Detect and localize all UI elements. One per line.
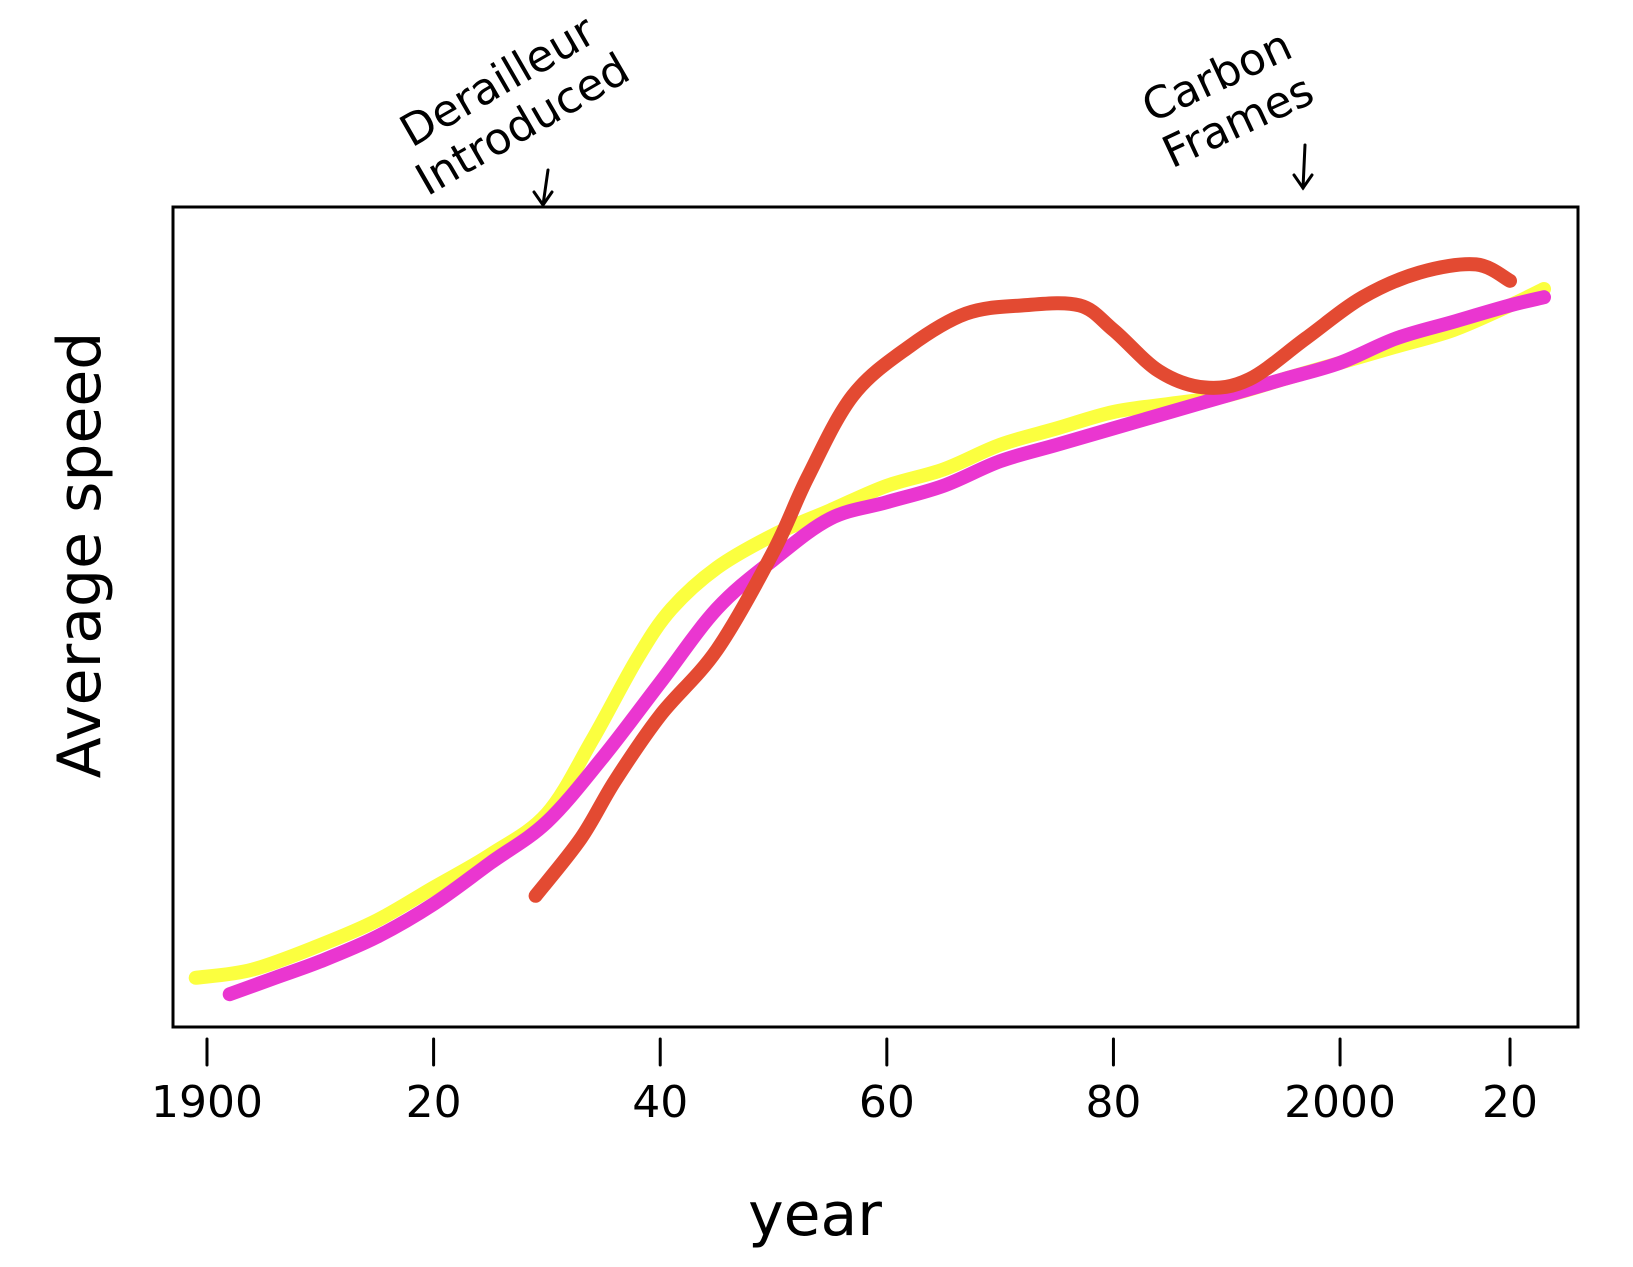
- y-axis-label: Average speed: [45, 332, 115, 779]
- x-tick-label-3: 60: [859, 1077, 915, 1128]
- x-tick-layer: 1900 20 40 60 80 2000 20: [151, 1037, 1538, 1128]
- x-tick-label-0: 1900: [151, 1077, 263, 1128]
- annotation-carbon: Carbon Frames: [1134, 20, 1321, 179]
- x-axis-label: year: [748, 1180, 882, 1250]
- series-line-1: [188, 282, 1551, 985]
- series-layer: [188, 257, 1551, 1002]
- annotation-derailleur: Derailleur Introduced: [392, 5, 639, 206]
- x-tick-label-6: 20: [1482, 1077, 1538, 1128]
- annotation-derailleur-arrow: [532, 168, 554, 208]
- series-line-3: [528, 257, 1517, 903]
- x-tick-label-2: 40: [632, 1077, 688, 1128]
- x-tick-label-4: 80: [1085, 1077, 1141, 1128]
- x-tick-label-1: 20: [406, 1077, 462, 1128]
- plot-frame: [171, 205, 1580, 1029]
- x-tick-label-5: 2000: [1284, 1077, 1396, 1128]
- series-line-2: [222, 290, 1551, 1002]
- annotation-carbon-arrow: [1292, 143, 1314, 191]
